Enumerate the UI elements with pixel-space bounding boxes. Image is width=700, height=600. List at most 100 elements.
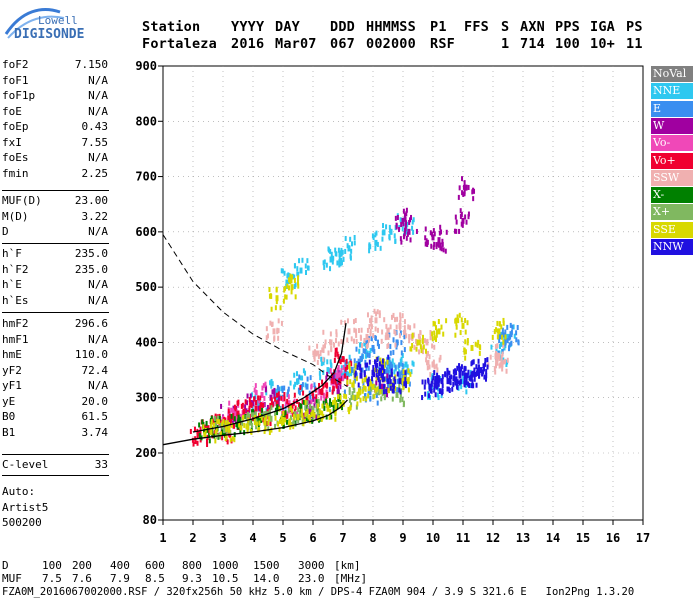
echo-sse (502, 317, 505, 323)
echo-vo (259, 402, 262, 408)
echo-ssw (375, 311, 378, 317)
param-value: 33 (94, 458, 108, 471)
echo-nne (338, 262, 341, 268)
echo-w (426, 239, 429, 245)
echo-nnw (459, 370, 462, 376)
echo-sse (282, 420, 285, 426)
echo-nne (358, 348, 361, 354)
echo-vo (334, 378, 337, 384)
echo-e (286, 392, 289, 398)
echo-nnw (428, 386, 431, 392)
echo-nne (304, 263, 307, 269)
echo-sse (352, 394, 355, 400)
param-value: 72.4 (81, 363, 109, 377)
param-key: M(D) (2, 209, 29, 223)
echo-sse (415, 346, 418, 352)
echo-nne (411, 360, 414, 366)
legend-item-vo: Vo- (651, 135, 693, 152)
echo-vo (248, 397, 251, 403)
echo-ssw (321, 347, 324, 353)
echo-e (362, 348, 365, 354)
echo-w (263, 402, 266, 408)
echo-sse (422, 344, 425, 350)
echo-vo (339, 359, 342, 365)
echo-vo (282, 407, 285, 413)
echo-ssw (366, 312, 369, 318)
echo-vo (227, 415, 230, 421)
echo-e (391, 364, 394, 370)
echo-w (386, 392, 389, 398)
echo-nne (372, 235, 375, 241)
echo-e (364, 359, 367, 365)
echo-e (301, 382, 304, 388)
echo-w (465, 219, 468, 225)
echo-nne (460, 384, 463, 390)
echo-sse (275, 299, 278, 305)
echo-ssw (316, 350, 319, 356)
echo-sse (292, 424, 295, 430)
echo-x (250, 412, 253, 418)
echo-sse (231, 436, 234, 442)
echo-vo (259, 405, 262, 411)
point-sse-3 (263, 419, 267, 426)
echo-sse (253, 420, 256, 426)
echo-sse (463, 347, 466, 353)
echo-sse (474, 341, 477, 347)
echo-nne (383, 230, 386, 236)
point-sse-14 (437, 328, 441, 335)
echo-ssw (394, 330, 397, 336)
echo-nnw (458, 363, 461, 369)
x-tick-label-14: 14 (546, 531, 560, 545)
echo-vo (310, 399, 313, 405)
echo-nnw (456, 379, 459, 385)
echo-sse (355, 394, 358, 400)
echo-nne (322, 360, 325, 366)
echo-ssw (402, 329, 405, 335)
echo-w (458, 185, 461, 191)
echo-x (233, 416, 236, 422)
echo-nnw (486, 357, 489, 363)
echo-w (440, 229, 443, 235)
echo-nne (428, 394, 431, 400)
echo-vo (281, 396, 284, 402)
footer-muf-unit: [MHz] (334, 572, 368, 585)
echo-nnw (378, 379, 381, 385)
echo-ssw (329, 331, 332, 337)
echo-nnw (446, 375, 449, 381)
echo-nnw (354, 370, 357, 376)
echo-nnw (473, 372, 476, 378)
echo-nnw (393, 376, 396, 382)
echo-e (306, 376, 309, 382)
param-he: h`E N/A (2, 278, 108, 294)
echo-sse (320, 416, 323, 422)
footer-muf-7: 23.0 (298, 572, 325, 585)
echo-nne (406, 221, 409, 227)
echo-vo (322, 383, 325, 389)
echo-ssw (390, 314, 393, 320)
echo-nnw (446, 373, 449, 379)
echo-w (454, 214, 457, 220)
param-hmf2: hmF2 296.6 (2, 317, 108, 333)
echo-vo (226, 439, 229, 445)
echo-x (402, 402, 405, 408)
echo-nne (320, 361, 323, 367)
echo-ssw (385, 323, 388, 329)
echo-sse (225, 426, 228, 432)
echo-nnw (379, 383, 382, 389)
footer-distance-3: 600 (145, 559, 165, 572)
echo-sse (278, 419, 281, 425)
echo-w (409, 217, 412, 223)
param-key: foF1 (2, 73, 29, 87)
echo-e (506, 338, 509, 344)
echo-vo (301, 399, 304, 405)
echo-vo (258, 398, 261, 404)
echo-ssw (408, 338, 411, 344)
echo-vo (336, 351, 339, 357)
echo-e (353, 378, 356, 384)
echo-sse (404, 373, 407, 379)
header-label-1: YYYY (231, 19, 265, 35)
echo-ssw (425, 357, 428, 363)
echo-sse (267, 420, 270, 426)
echo-sse (466, 340, 469, 346)
echo-ssw (426, 350, 429, 356)
